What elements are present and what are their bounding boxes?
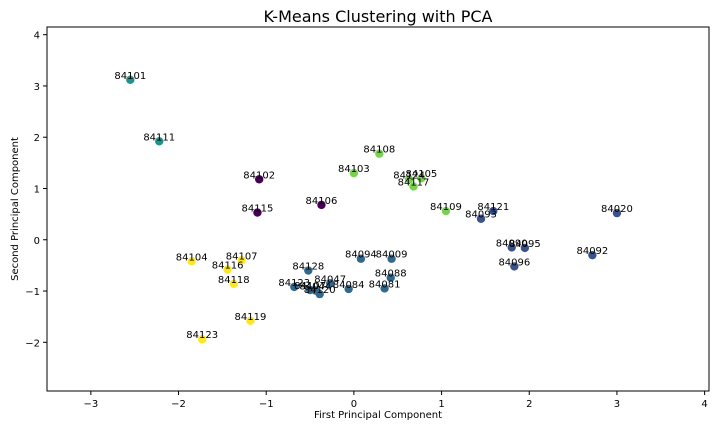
scatter-point xyxy=(126,75,135,85)
scatter-point xyxy=(520,243,530,253)
point-label: 84081 xyxy=(369,279,401,290)
scatter-point xyxy=(380,284,389,293)
scatter-point xyxy=(588,250,597,260)
point-label: 84044 xyxy=(299,282,331,293)
scatter-point xyxy=(387,254,396,263)
scatter-point xyxy=(304,266,313,275)
point-label: 84118 xyxy=(218,275,250,286)
scatter-point xyxy=(187,257,196,266)
point-label: 84124 xyxy=(393,170,425,181)
x-tick-label: 4 xyxy=(701,399,707,410)
scatter-point xyxy=(344,284,353,294)
scatter-point xyxy=(489,206,498,216)
scatter-point xyxy=(404,175,414,184)
x-axis: −3 −2 −1 0 1 2 3 4 xyxy=(83,391,708,410)
scatter-point xyxy=(476,214,486,223)
point-label: 84128 xyxy=(292,262,324,273)
scatter-point xyxy=(197,335,207,344)
point-labels-layer: 84101 84111 84102 84115 84106 84108 84103 84124… xyxy=(114,71,632,341)
y-tick-label: 2 xyxy=(34,133,40,144)
point-label: 84107 xyxy=(226,251,258,262)
point-label: 84106 xyxy=(306,196,338,207)
point-label: 84104 xyxy=(176,252,208,263)
y-tick-label: −2 xyxy=(25,338,40,349)
y-axis-label: Second Principal Component xyxy=(10,137,21,281)
scatter-point xyxy=(417,174,426,183)
scatter-point xyxy=(510,262,519,271)
scatter-point xyxy=(223,265,232,274)
scatter-point xyxy=(237,256,246,265)
point-label: 84123 xyxy=(278,278,310,289)
y-tick-label: 0 xyxy=(34,236,40,247)
x-tick-label: 2 xyxy=(526,399,532,410)
point-label: 84123 xyxy=(186,330,218,341)
y-tick-label: 4 xyxy=(34,31,40,42)
point-label: 84047 xyxy=(314,274,346,285)
point-label: 84111 xyxy=(143,132,175,143)
scatter-point xyxy=(155,137,164,146)
point-label: 84119 xyxy=(235,312,267,323)
x-axis-label: First Principal Component xyxy=(314,410,442,421)
x-tick-label: −3 xyxy=(83,399,98,410)
point-label: 84020 xyxy=(601,204,633,215)
scatter-point xyxy=(246,316,255,325)
y-tick-label: −1 xyxy=(25,287,40,298)
point-label: 84095 xyxy=(509,239,541,250)
y-tick-label: 1 xyxy=(34,184,40,195)
point-label: 84092 xyxy=(576,246,608,257)
scatter-point xyxy=(441,206,451,216)
scatter-point xyxy=(349,168,359,178)
point-label: 84105 xyxy=(405,169,437,180)
scatter-point xyxy=(317,200,326,210)
point-label: 84094 xyxy=(345,250,377,261)
plot-frame xyxy=(46,26,710,392)
point-label: 84101 xyxy=(114,71,146,82)
point-label: 84120 xyxy=(304,285,336,296)
point-label: 84116 xyxy=(212,260,244,271)
x-tick-label: 0 xyxy=(351,399,357,410)
point-label: 84103 xyxy=(338,164,370,175)
scatter-point xyxy=(375,149,384,158)
point-label: 84115 xyxy=(242,204,274,215)
point-label: 84117 xyxy=(398,177,430,188)
scatter-point xyxy=(253,208,262,217)
scatter-point xyxy=(507,243,516,252)
point-label: 84084 xyxy=(333,280,365,291)
point-label: 84102 xyxy=(243,170,275,181)
point-label: 84093 xyxy=(465,210,497,221)
point-label: 84108 xyxy=(363,145,395,156)
x-tick-label: 3 xyxy=(614,399,620,410)
point-label: 84121 xyxy=(477,202,509,213)
scatter-point xyxy=(229,279,238,289)
scatter-point xyxy=(315,289,324,299)
x-tick-label: −2 xyxy=(171,399,186,410)
x-tick-label: −1 xyxy=(259,399,274,410)
point-label: 84109 xyxy=(430,202,462,213)
scatter-point xyxy=(409,182,418,191)
point-label: 84090 xyxy=(496,238,528,249)
y-axis: −2 −1 0 1 2 3 4 xyxy=(25,31,47,349)
scatter-point xyxy=(290,282,299,292)
point-label: 84088 xyxy=(375,269,407,280)
scatter-point xyxy=(326,279,335,288)
point-label: 84009 xyxy=(376,250,408,261)
y-tick-label: 3 xyxy=(34,82,40,93)
scatter-point xyxy=(254,175,264,184)
chart-title: K-Means Clustering with PCA xyxy=(263,7,492,26)
points-layer xyxy=(126,75,622,344)
x-tick-label: 1 xyxy=(438,399,444,410)
point-label: 84107 xyxy=(294,281,326,292)
point-label: 84096 xyxy=(498,257,530,268)
scatter-point xyxy=(386,273,395,282)
scatter-point xyxy=(612,208,622,218)
scatter-point xyxy=(356,254,366,263)
